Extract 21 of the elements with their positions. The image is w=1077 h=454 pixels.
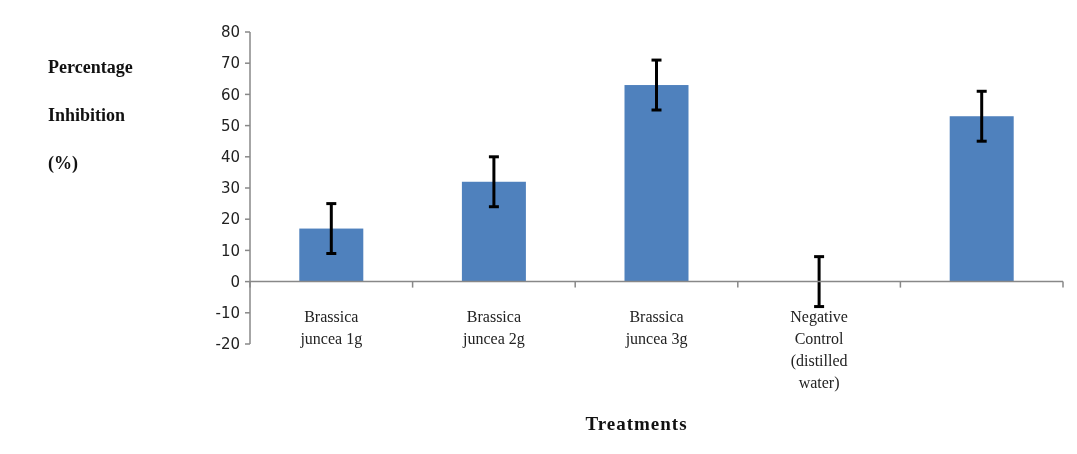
x-tick-label: Brassica juncea 3g [624, 307, 688, 348]
y-tick-label: -20 [215, 335, 240, 354]
y-tick-label: -10 [215, 304, 240, 323]
y-tick-label: 80 [220, 23, 240, 42]
y-tick-label: 40 [220, 148, 240, 167]
x-tick-label: Brassica juncea 1g [299, 307, 363, 348]
y-tick-label: 60 [220, 85, 240, 104]
y-tick-label: 70 [220, 54, 240, 73]
bar [299, 228, 364, 282]
y-tick-label: 0 [230, 272, 240, 291]
y-tick-label: 50 [220, 116, 240, 135]
x-axis-title: Treatments [585, 413, 688, 434]
text: Percentage Inhibition (%) [48, 57, 133, 173]
bar [461, 181, 526, 282]
y-tick-label: 20 [220, 210, 240, 229]
bar [949, 116, 1014, 282]
y-tick-label: 10 [220, 241, 240, 260]
bar [624, 85, 689, 282]
y-tick-label: 30 [220, 179, 240, 198]
x-tick-label: Negative Control (distilled water) [790, 307, 848, 392]
x-tick-label: Brassica juncea 2g [462, 307, 525, 348]
